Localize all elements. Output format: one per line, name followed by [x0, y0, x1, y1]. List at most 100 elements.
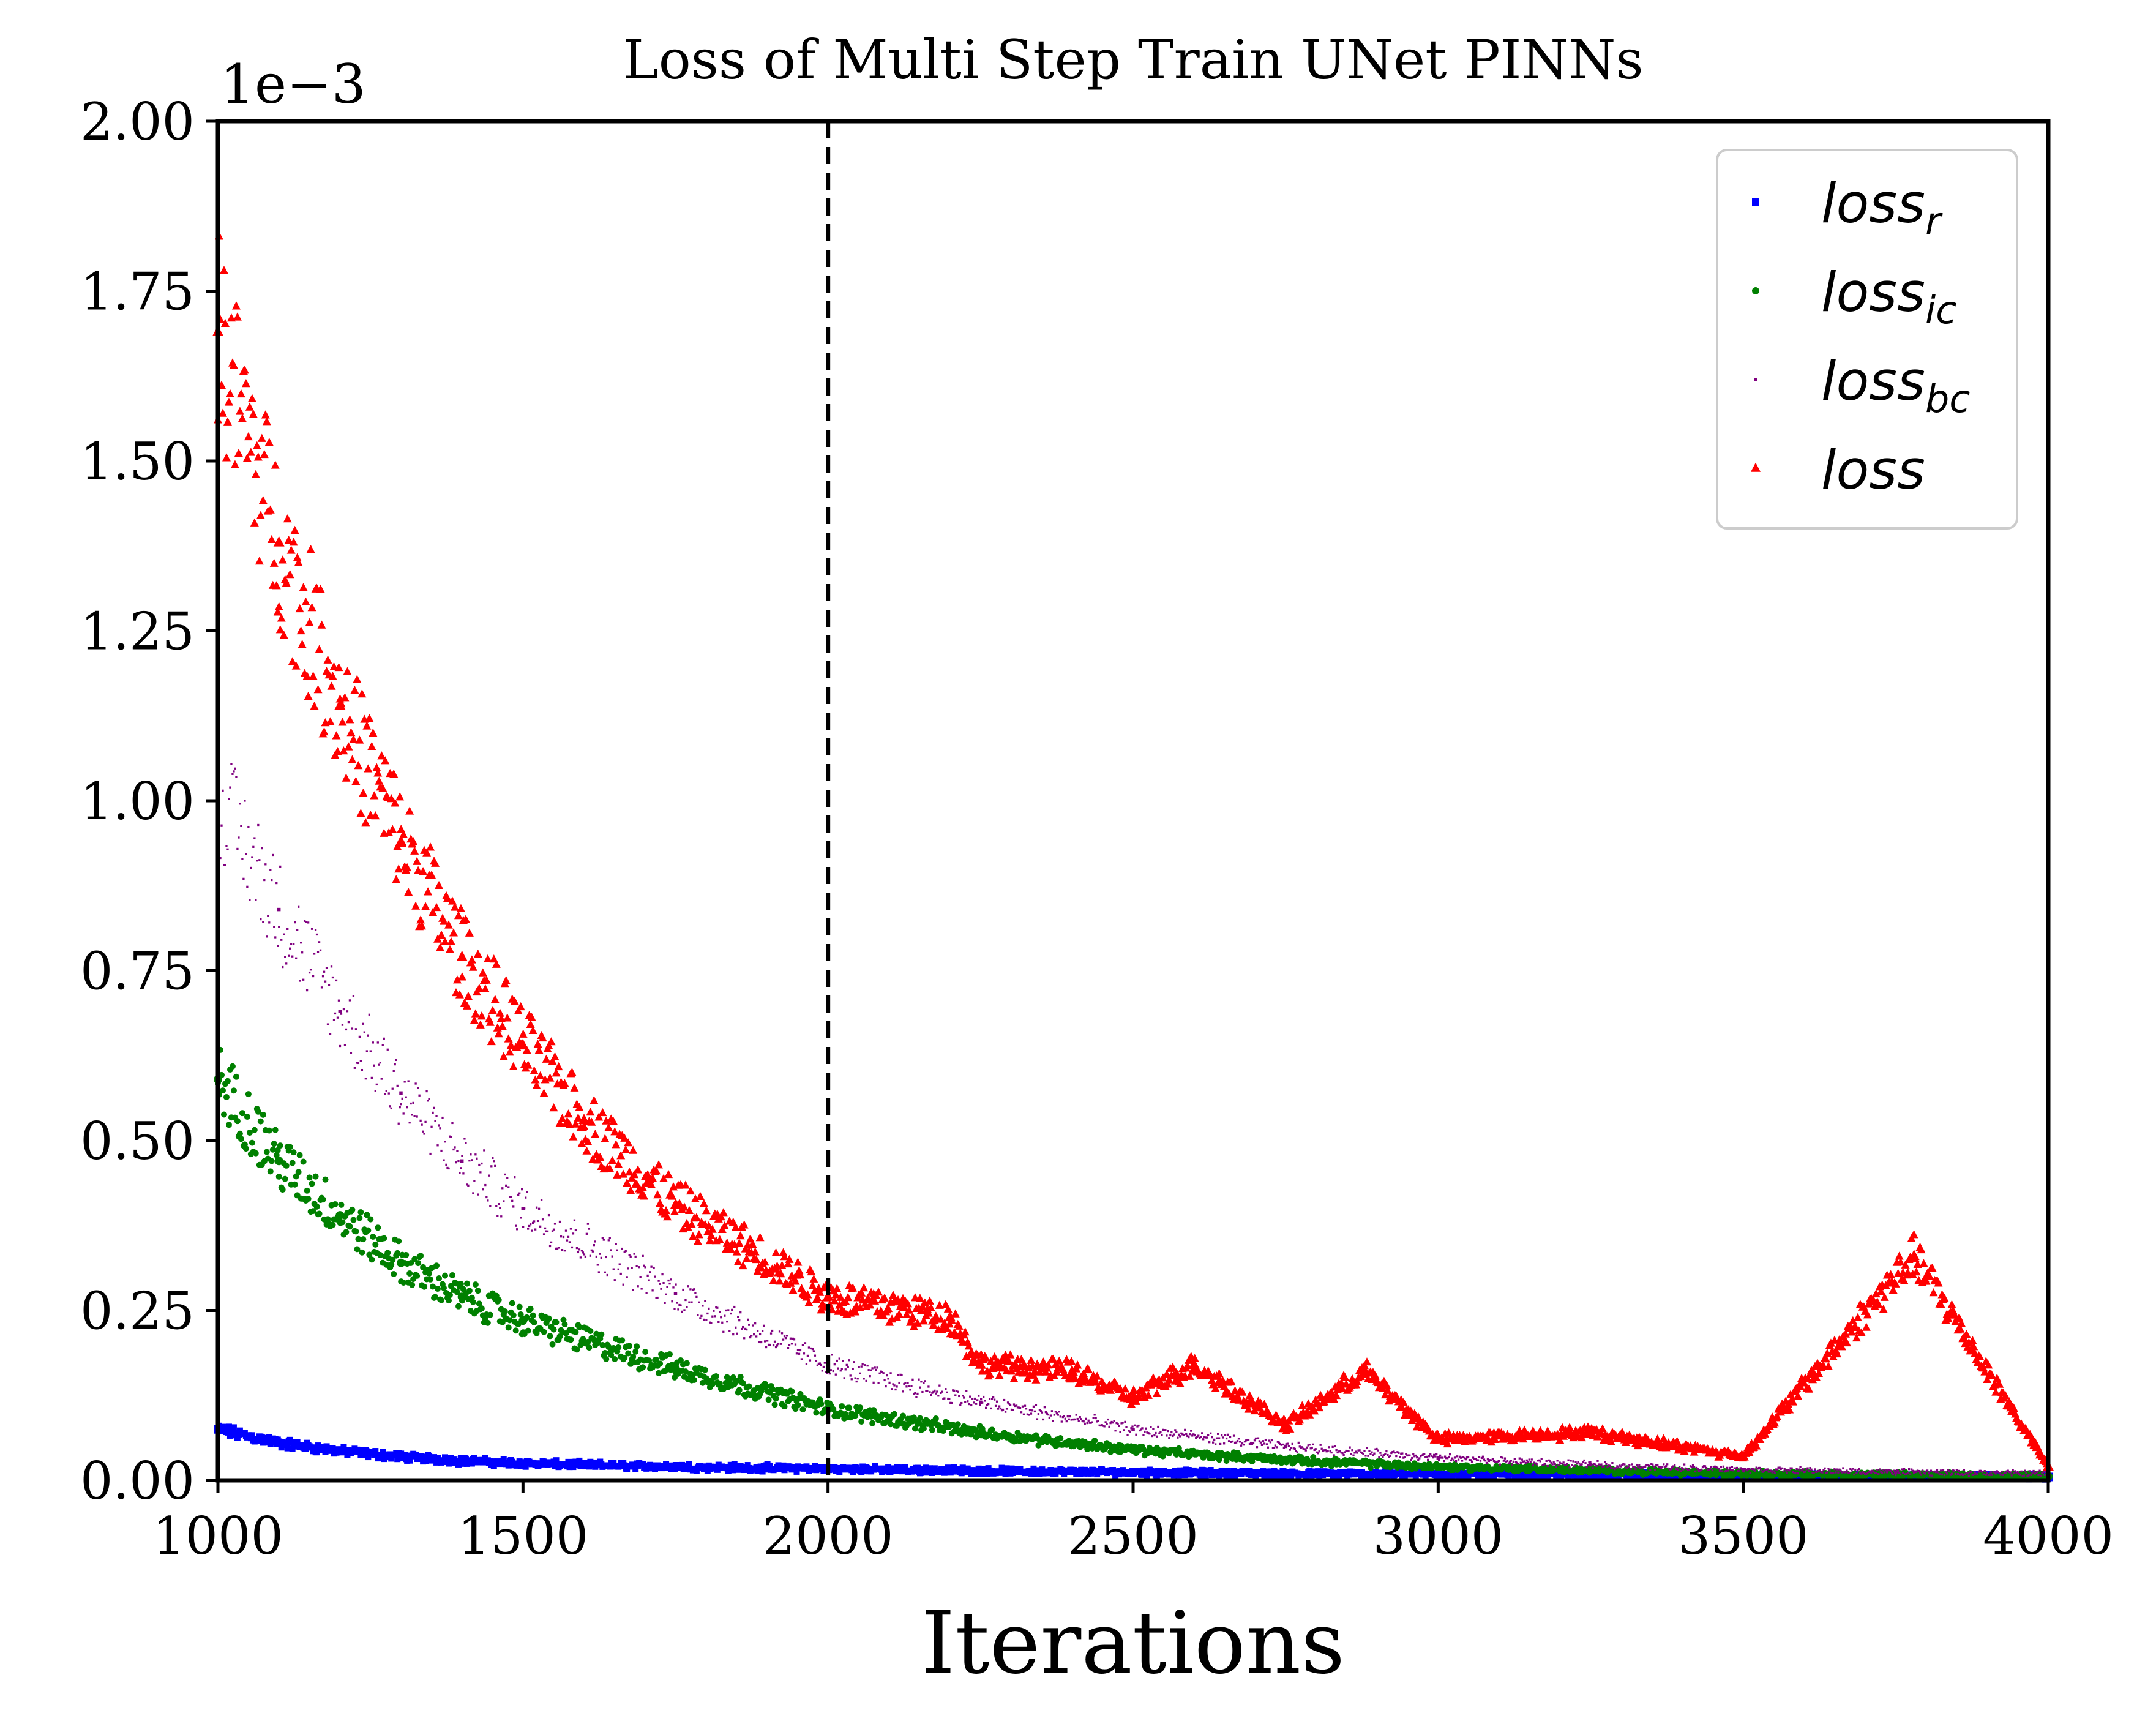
scatter-point [1306, 1446, 1308, 1449]
scatter-point [1826, 1471, 1828, 1474]
scatter-point [528, 1224, 531, 1228]
scatter-point [279, 1187, 286, 1193]
scatter-point [457, 972, 466, 981]
scatter-point [1362, 1452, 1364, 1455]
scatter-point [260, 449, 269, 459]
scatter-point [850, 1469, 856, 1475]
scatter-point [847, 1365, 849, 1368]
scatter-point [1866, 1472, 1869, 1475]
scatter-point [506, 1040, 515, 1049]
scatter-point [1821, 1471, 1824, 1474]
scatter-point [306, 1174, 313, 1181]
scatter-point [356, 808, 365, 817]
scatter-point [323, 970, 326, 973]
scatter-point [1311, 1446, 1313, 1449]
scatter-point [1760, 1469, 1762, 1472]
scatter-point [534, 1046, 544, 1054]
scatter-point [1017, 1406, 1020, 1409]
scatter-point [1855, 1472, 1858, 1475]
scatter-point [1934, 1471, 1937, 1474]
scatter-point [1677, 1469, 1680, 1471]
scatter-point [1151, 1468, 1158, 1475]
scatter-point [1312, 1443, 1314, 1445]
scatter-point [1480, 1456, 1483, 1460]
scatter-point [1281, 1443, 1284, 1446]
scatter-point [695, 1191, 705, 1201]
scatter-point [1279, 1442, 1282, 1445]
scatter-point [309, 671, 318, 680]
scatter-point [446, 1166, 449, 1169]
scatter-point [1631, 1463, 1633, 1466]
scatter-point [1519, 1469, 1525, 1475]
scatter-point [894, 1388, 897, 1391]
scatter-point [371, 811, 380, 820]
scatter-point [683, 1309, 686, 1311]
scatter-point [1407, 1454, 1410, 1456]
scatter-point [421, 1123, 423, 1126]
scatter-point [289, 1160, 296, 1166]
scatter-point [473, 949, 482, 958]
scatter-point [1157, 1425, 1159, 1428]
scatter-point [639, 1275, 642, 1278]
scatter-point [1705, 1466, 1708, 1469]
scatter-point [456, 1150, 459, 1152]
scatter-point [733, 1305, 736, 1308]
scatter-point [549, 1103, 558, 1112]
scatter-point [1786, 1471, 1788, 1474]
scatter-point [1364, 1455, 1367, 1457]
scatter-point [365, 1454, 372, 1461]
scatter-point [389, 769, 399, 778]
scatter-point [781, 1403, 788, 1410]
scatter-point [1488, 1460, 1491, 1463]
scatter-point [1720, 1466, 1723, 1469]
scatter-point [413, 1115, 416, 1117]
scatter-point [343, 1044, 346, 1046]
scatter-point [621, 1247, 623, 1250]
scatter-point [1231, 1440, 1234, 1443]
scatter-point [654, 1275, 656, 1278]
scatter-point [260, 918, 262, 921]
scatter-point [1468, 1458, 1471, 1461]
scatter-point [579, 1256, 582, 1259]
scatter-point [643, 1264, 645, 1267]
scatter-point [679, 1202, 689, 1211]
scatter-point [372, 1041, 374, 1044]
scatter-point [241, 858, 244, 860]
scatter-point [732, 1333, 735, 1336]
scatter-point [379, 1062, 381, 1064]
scatter-point [1395, 1455, 1398, 1458]
scatter-point [372, 1241, 379, 1248]
scatter-point [417, 1087, 419, 1089]
scatter-point [301, 597, 310, 606]
scatter-point [1153, 1434, 1156, 1437]
scatter-point [544, 1227, 547, 1230]
scatter-point [686, 1186, 695, 1195]
scatter-point [422, 848, 432, 857]
scatter-point [920, 1425, 927, 1432]
scatter-point [570, 1464, 577, 1471]
scatter-point [1387, 1453, 1389, 1456]
scatter-point [505, 1048, 514, 1056]
scatter-point [1457, 1458, 1460, 1461]
scatter-point [1369, 1453, 1372, 1455]
scatter-point [1208, 1441, 1211, 1444]
scatter-point [1668, 1467, 1670, 1470]
scatter-point [289, 538, 298, 546]
scatter-point [541, 1329, 547, 1335]
scatter-point [1778, 1466, 1781, 1469]
scatter-point [1114, 1430, 1117, 1432]
scatter-point [1971, 1474, 1974, 1476]
scatter-point [239, 803, 241, 805]
scatter-point [584, 1255, 587, 1258]
scatter-point [886, 1374, 888, 1377]
scatter-point [498, 1021, 507, 1030]
scatter-point [1519, 1461, 1522, 1464]
scatter-point [496, 1215, 499, 1217]
scatter-point [424, 1120, 427, 1123]
scatter-point [666, 1286, 668, 1288]
scatter-point [277, 613, 286, 622]
scatter-point [304, 1187, 310, 1194]
scatter-point [220, 318, 230, 327]
scatter-point [708, 1224, 717, 1233]
scatter-point [814, 1354, 817, 1357]
